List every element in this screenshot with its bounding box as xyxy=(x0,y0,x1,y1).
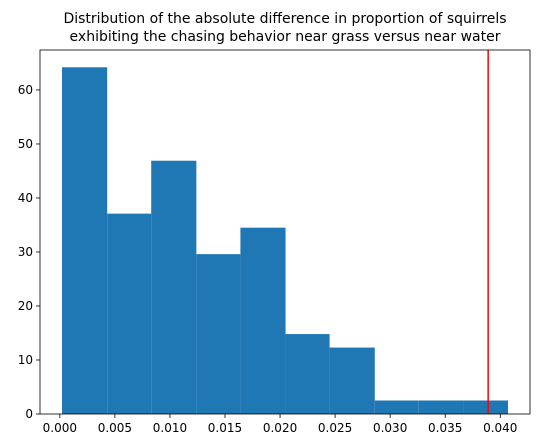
x-tick-label: 0.005 xyxy=(98,421,132,435)
axes-frame xyxy=(39,49,531,415)
x-axis-ticks: 0.000 0.005 0.010 0.015 0.020 0.025 0.030 0.035… xyxy=(43,414,517,435)
histogram-bar-5 xyxy=(240,227,286,414)
histogram-bar-3 xyxy=(151,160,197,414)
histogram-bar-1 xyxy=(62,67,108,415)
x-tick-label: 0.015 xyxy=(208,421,242,435)
x-tick-label: 0.030 xyxy=(373,421,407,435)
y-tick-label: 30 xyxy=(18,245,33,259)
y-axis-ticks: 0 10 20 30 40 50 60 xyxy=(18,83,40,421)
y-tick-label: 60 xyxy=(18,83,33,97)
y-tick-label: 0 xyxy=(25,407,33,421)
chart-title-line-1: Distribution of the absolute difference … xyxy=(63,11,506,27)
x-tick-label: 0.010 xyxy=(153,421,187,435)
x-tick-label: 0.025 xyxy=(318,421,352,435)
histogram-bar-6 xyxy=(285,334,330,414)
y-tick-label: 40 xyxy=(18,191,33,205)
y-tick-label: 20 xyxy=(18,299,33,313)
plot-axes xyxy=(39,49,531,415)
histogram-bar-8 xyxy=(374,400,419,414)
histogram-bar-9 xyxy=(418,400,464,414)
histogram-bar-7 xyxy=(329,347,375,414)
y-tick-label: 50 xyxy=(18,137,33,151)
x-tick-label: 0.020 xyxy=(263,421,297,435)
histogram-bar-4 xyxy=(196,254,241,414)
histogram-bars xyxy=(62,67,508,415)
histogram-bar-10 xyxy=(463,400,508,414)
x-tick-label: 0.040 xyxy=(483,421,517,435)
chart-title-line-2: exhibiting the chasing behavior near gra… xyxy=(70,29,501,45)
x-tick-label: 0.000 xyxy=(43,421,77,435)
x-tick-label: 0.035 xyxy=(428,421,462,435)
y-tick-label: 10 xyxy=(18,353,33,367)
histogram-bar-2 xyxy=(107,213,152,414)
